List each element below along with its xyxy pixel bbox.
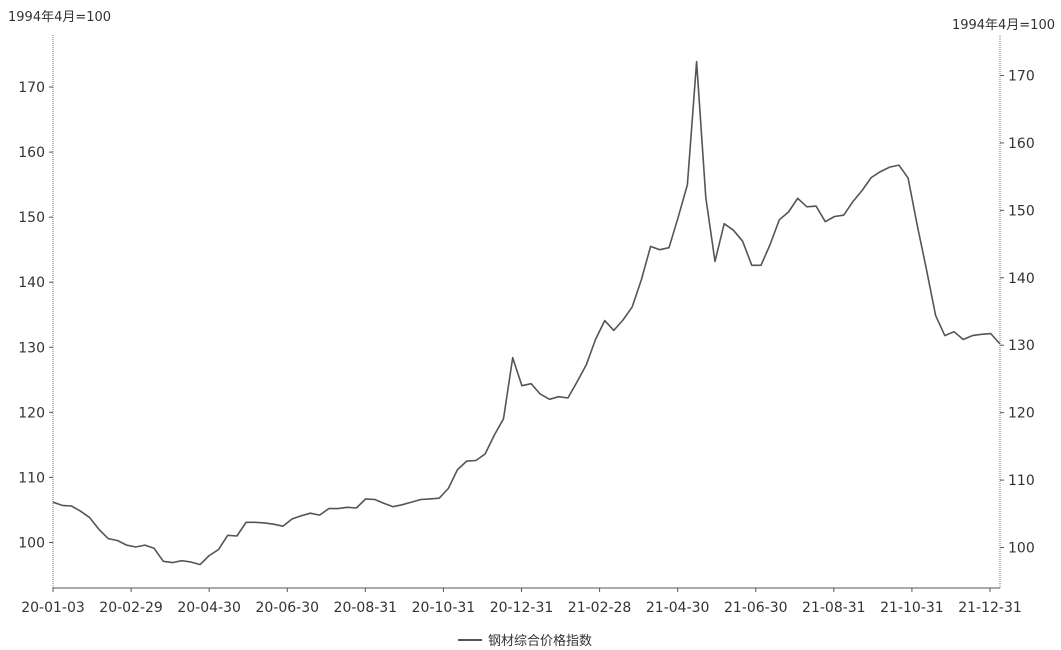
x-tick-label: 21-02-28 (568, 600, 632, 616)
x-tick-label: 21-12-31 (958, 600, 1022, 616)
left-y-tick-label: 130 (18, 340, 45, 356)
x-tick-label: 20-04-30 (177, 600, 241, 616)
series-line (52, 60, 1001, 566)
x-tick-label: 20-12-31 (490, 600, 554, 616)
right-y-tick-label: 150 (1008, 203, 1035, 219)
legend-label: 钢材综合价格指数 (488, 634, 593, 649)
left-y-tick-label: 160 (18, 145, 45, 161)
x-tick-label: 21-06-30 (724, 600, 788, 616)
left-y-tick-label: 100 (18, 535, 45, 551)
x-tick-label: 20-02-29 (99, 600, 163, 616)
right-axis-unit: 1994年4月=100 (951, 18, 1055, 33)
x-tick-label: 20-06-30 (255, 600, 319, 616)
left-y-tick-label: 120 (18, 405, 45, 421)
right-y-tick-label: 130 (1008, 338, 1035, 354)
x-tick-label: 21-08-31 (802, 600, 866, 616)
right-y-tick-label: 160 (1008, 136, 1035, 152)
right-y-tick-label: 120 (1008, 406, 1035, 422)
right-y-tick-label: 170 (1008, 68, 1035, 84)
x-tick-label: 21-10-31 (880, 600, 944, 616)
right-y-tick-label: 110 (1008, 473, 1035, 489)
left-y-tick-label: 150 (18, 210, 45, 226)
x-tick-label: 20-08-31 (334, 600, 398, 616)
x-tick-label: 20-01-03 (21, 600, 85, 616)
left-y-tick-label: 170 (18, 80, 45, 96)
right-y-tick-label: 140 (1008, 271, 1035, 287)
legend-swatch (458, 638, 482, 641)
right-y-tick-label: 100 (1008, 541, 1035, 557)
legend: 钢材综合价格指数 (458, 630, 592, 649)
x-tick-label: 21-04-30 (646, 600, 710, 616)
left-y-tick-label: 110 (18, 470, 45, 486)
left-y-tick-label: 140 (18, 275, 45, 291)
left-axis-unit: 1994年4月=100 (8, 10, 112, 25)
x-tick-label: 20-10-31 (412, 600, 476, 616)
